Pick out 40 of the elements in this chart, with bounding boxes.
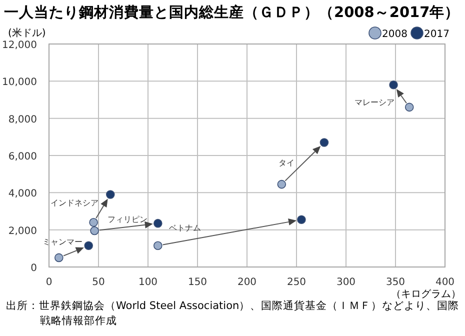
x-axis-title: （キログラム） <box>391 289 461 300</box>
point <box>90 226 99 236</box>
annotation: ベトナム <box>168 224 201 233</box>
y-tick-label: 6,000 <box>8 152 37 162</box>
x-tick-label: 300 <box>336 277 356 288</box>
point <box>297 215 306 224</box>
x-tick-label: 0 <box>46 277 52 288</box>
point <box>277 180 286 189</box>
x-tick-label: 400 <box>435 277 455 288</box>
y-axis-title: (米ドル) <box>8 27 46 39</box>
annotation: ミャンマー <box>42 238 83 247</box>
x-tick-label: 200 <box>237 277 257 288</box>
legend-label: 2017 <box>424 29 450 40</box>
y-tick-label: 12,000 <box>2 40 37 51</box>
point <box>389 80 398 90</box>
point <box>106 190 115 199</box>
annotation: インドネシア <box>50 198 99 208</box>
y-tick-label: 2,000 <box>8 226 37 237</box>
point <box>154 218 162 228</box>
text: 出所：世界鉄鋼協会（World Steel Association）、国際通貨基金（ＩＭＦ）などより、国際戦略情報部作成 <box>6 299 460 327</box>
x-tick-label: 150 <box>188 277 208 288</box>
annotation: マレーシア <box>354 98 395 107</box>
annotation: タイ <box>278 158 295 168</box>
point <box>154 241 162 250</box>
x-tick-label: 250 <box>286 277 306 288</box>
x-tick-label: 100 <box>138 277 158 288</box>
point <box>320 138 329 147</box>
y-tick-label: 10,000 <box>2 77 37 88</box>
point <box>89 218 98 227</box>
point <box>404 102 414 112</box>
x-tick-label: 350 <box>386 277 406 288</box>
chart-title: 一人当たり鋼材消費量と国内総生産（ＧＤＰ）（2008～2017年） <box>4 3 460 21</box>
point <box>84 241 93 250</box>
y-tick-label: 8,000 <box>8 114 37 126</box>
x-tick-label: 50 <box>92 277 105 288</box>
y-tick-label: 0 <box>30 263 37 274</box>
y-tick-label: 4,000 <box>8 188 37 200</box>
annotation: フィリピン <box>108 214 148 224</box>
point <box>54 253 64 262</box>
legend-label: 2008 <box>382 29 408 40</box>
